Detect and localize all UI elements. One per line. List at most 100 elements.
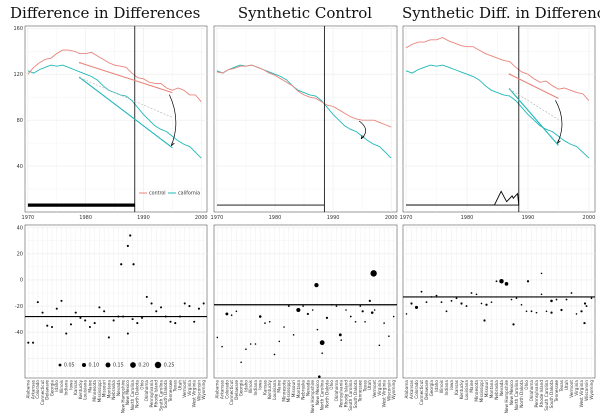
- state-label: Illinois: [439, 380, 444, 393]
- state-estimate-point: [525, 310, 528, 313]
- state-label: Missouri: [102, 380, 107, 397]
- state-label: Kansas: [262, 380, 267, 395]
- state-estimate-point: [245, 348, 247, 351]
- state-label: Louisiana: [464, 380, 469, 400]
- state-estimate-point: [373, 309, 376, 311]
- size-legend-dot: [154, 361, 162, 369]
- state-label: North Carolina: [130, 380, 135, 411]
- time-weight-spike: [406, 190, 520, 206]
- y-tick-label: 40: [17, 225, 23, 231]
- state-estimate-point: [535, 311, 538, 314]
- state-label: Wisconsin: [386, 380, 391, 401]
- panel-frame-top: [402, 25, 596, 213]
- series-line-california: [405, 64, 590, 159]
- state-label: West Virginia: [579, 380, 584, 408]
- state-estimate-point: [302, 305, 304, 307]
- state-estimate-point: [388, 335, 390, 337]
- state-estimate-point: [120, 263, 123, 266]
- state-label: Pennsylvania: [339, 380, 344, 408]
- state-label: Virginia: [377, 380, 382, 396]
- state-estimate-point: [319, 340, 325, 346]
- state-estimate-point: [499, 279, 504, 284]
- x-tick-label: 1970: [400, 215, 413, 221]
- state-label: Tennessee: [554, 380, 559, 403]
- state-estimate-point: [84, 319, 87, 322]
- state-estimate-point: [321, 352, 323, 354]
- state-estimate-point: [249, 343, 252, 345]
- state-label: Rhode Island: [539, 380, 544, 407]
- state-estimate-point: [126, 244, 129, 248]
- x-tick-label: 2000: [195, 215, 208, 221]
- state-estimate-point: [103, 310, 106, 313]
- state-label: North Carolina: [320, 380, 325, 411]
- state-label: Tennessee: [168, 380, 173, 403]
- state-label: Nebraska: [301, 380, 306, 400]
- y-tick-label: 120: [13, 72, 23, 78]
- y-tick-label: -20: [15, 304, 23, 310]
- state-estimate-point: [155, 310, 158, 313]
- x-tick-label: 1980: [461, 215, 474, 221]
- state-estimate-point: [560, 308, 563, 312]
- state-label: Mississippi: [286, 380, 291, 402]
- state-label: New Hampshire: [310, 380, 315, 414]
- state-estimate-point: [129, 234, 132, 237]
- state-estimate-point: [570, 292, 573, 294]
- state-estimate-point: [545, 310, 548, 313]
- state-label: Nevada: [499, 380, 504, 396]
- state-label: Iowa: [258, 380, 263, 390]
- state-estimate-point: [450, 299, 453, 302]
- state-label: Utah: [177, 380, 182, 390]
- state-estimate-point: [392, 315, 395, 318]
- state-label: South Carolina: [348, 380, 353, 411]
- panel-title-sc: Synthetic Control: [237, 4, 373, 22]
- size-legend-label: 0.25: [164, 363, 175, 369]
- x-tick-label: 1970: [22, 215, 35, 221]
- state-label: Vermont: [569, 380, 574, 398]
- state-estimate-point: [235, 310, 238, 313]
- state-estimate-point: [470, 292, 473, 294]
- effect-arrow: [169, 94, 177, 146]
- state-label: Mississippi: [479, 380, 484, 402]
- legend-label-control: control: [149, 191, 166, 197]
- panel-frame-bottom: [24, 224, 208, 379]
- y-tick-label: 40: [17, 164, 23, 170]
- size-legend-dot: [105, 362, 111, 368]
- x-tick-label: 1980: [79, 215, 92, 221]
- state-label: Vermont: [182, 380, 187, 398]
- state-label: Alabama: [215, 380, 220, 399]
- state-label: Georgia: [49, 380, 54, 397]
- state-estimate-point: [193, 320, 196, 323]
- x-tick-label: 1970: [211, 215, 224, 221]
- state-estimate-point: [370, 311, 374, 314]
- panel-frame-bottom: [402, 224, 596, 379]
- state-label: South Carolina: [544, 380, 549, 411]
- state-label: Montana: [106, 380, 111, 399]
- state-label: Delaware: [45, 380, 50, 400]
- state-estimate-point: [583, 302, 587, 305]
- state-label: Colorado: [35, 380, 40, 399]
- state-label: Rhode Island: [343, 380, 348, 407]
- counterfactual-dashed: [79, 77, 173, 118]
- state-estimate-point: [131, 318, 134, 321]
- state-estimate-point: [141, 316, 144, 319]
- state-estimate-point: [292, 334, 295, 336]
- series-line-california: [27, 64, 202, 159]
- size-legend-label: 0.10: [89, 363, 100, 369]
- state-label: Minnesota: [281, 380, 286, 402]
- panel-frame-bottom: [213, 224, 398, 379]
- state-label: Missouri: [484, 380, 489, 397]
- state-label: Maine: [277, 380, 282, 393]
- state-label: Kansas: [454, 380, 459, 395]
- state-estimate-point: [580, 310, 583, 313]
- size-legend-label: 0.15: [113, 363, 124, 369]
- state-label: North Dakota: [519, 380, 524, 408]
- state-estimate-point: [520, 303, 523, 306]
- state-label: Kentucky: [267, 379, 272, 399]
- state-label: West Virginia: [192, 380, 197, 408]
- state-estimate-point: [512, 323, 515, 326]
- state-label: Iowa: [449, 380, 454, 390]
- state-estimate-point: [36, 301, 39, 304]
- state-label: Kentucky: [78, 379, 83, 399]
- state-label: Nebraska: [111, 380, 116, 400]
- state-estimate-point: [65, 332, 68, 335]
